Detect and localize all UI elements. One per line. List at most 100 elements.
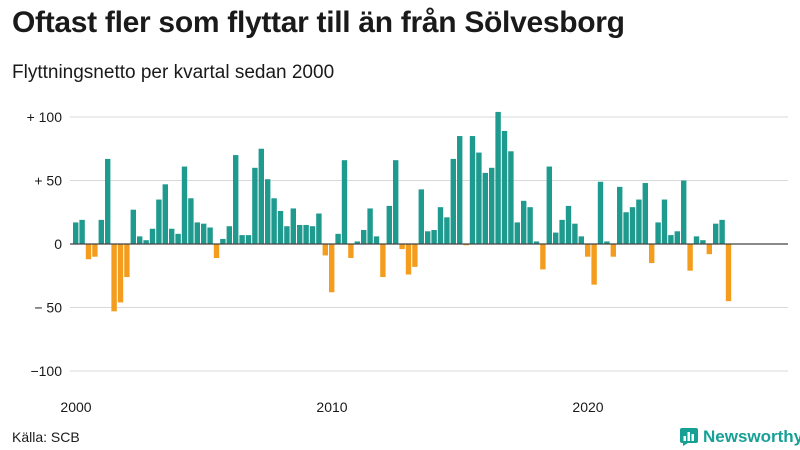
- bar: [316, 213, 322, 244]
- bar: [425, 231, 431, 244]
- bar: [457, 136, 463, 244]
- bar: [367, 208, 373, 244]
- bar: [226, 226, 232, 244]
- brand-name: Newsworthy: [703, 427, 800, 446]
- bar: [610, 244, 616, 257]
- bar: [476, 152, 482, 244]
- bar: [642, 183, 648, 244]
- bar: [181, 166, 188, 244]
- bar: [220, 238, 226, 244]
- bar: [693, 236, 700, 244]
- bar: [617, 186, 623, 244]
- bar: [124, 244, 130, 278]
- bar: [546, 166, 552, 244]
- bar: [636, 199, 642, 244]
- bar: [290, 208, 296, 244]
- bar: [565, 205, 572, 244]
- bar: [469, 136, 476, 244]
- bar: [85, 244, 92, 260]
- bar: [591, 244, 597, 285]
- bar: [489, 167, 495, 244]
- x-tick-label: 2000: [60, 399, 91, 415]
- bar: [348, 244, 354, 258]
- bar: [527, 207, 533, 244]
- bar: [521, 200, 527, 244]
- bar: [585, 244, 591, 257]
- bar: [725, 244, 732, 302]
- bar: [393, 160, 399, 244]
- x-tick-label: 2010: [316, 399, 347, 415]
- bar: [169, 228, 175, 244]
- newsworthy-logo: Newsworthy: [680, 427, 800, 447]
- bar: [578, 236, 584, 244]
- bar: [482, 172, 488, 244]
- bar: [508, 151, 514, 244]
- bar: [258, 148, 264, 244]
- bar: [117, 244, 124, 303]
- bar: [233, 155, 239, 244]
- bar: [623, 212, 629, 244]
- x-tick-label: 2020: [572, 399, 603, 415]
- bar: [700, 240, 706, 244]
- bar: [373, 236, 380, 244]
- bar: [713, 223, 719, 244]
- bar: [668, 235, 674, 244]
- bar: [706, 244, 712, 255]
- bar: [604, 241, 610, 244]
- bar: [162, 184, 168, 244]
- bar: [73, 222, 79, 244]
- bar: [213, 244, 220, 258]
- bar: [572, 223, 578, 244]
- chart-subtitle: Flyttningsnetto per kvartal sedan 2000: [12, 62, 335, 83]
- bar: [450, 158, 456, 244]
- source-note: Källa: SCB: [12, 429, 80, 445]
- bar: [501, 130, 508, 244]
- axis-labels: + 100 + 50 0 − 50 −100 2000 2010 2020: [27, 109, 604, 415]
- bar: [674, 231, 680, 244]
- bar: [188, 198, 194, 244]
- bar: [444, 217, 450, 244]
- bars: [73, 111, 732, 312]
- bar: [130, 209, 136, 244]
- bar: [271, 198, 277, 244]
- bar: [649, 244, 655, 264]
- bar: [341, 160, 348, 244]
- bar: [399, 244, 405, 250]
- y-tick-label: + 50: [34, 173, 62, 189]
- y-tick-label: − 50: [34, 300, 62, 316]
- bar: [553, 232, 559, 244]
- bar: [661, 199, 668, 244]
- bar: [687, 244, 693, 271]
- bar: [361, 230, 367, 244]
- bar: [265, 179, 271, 244]
- bar: [380, 244, 386, 278]
- bar: [194, 222, 200, 244]
- bar: [149, 228, 156, 244]
- bar: [655, 222, 661, 244]
- y-tick-label: 0: [54, 236, 62, 252]
- bar: [681, 180, 687, 244]
- bar: [463, 244, 469, 246]
- bar: [629, 207, 636, 244]
- bar: [252, 167, 258, 244]
- bar: [105, 158, 111, 244]
- bar: [79, 219, 85, 244]
- bar: [98, 219, 104, 244]
- bar: [559, 219, 565, 244]
- bar: [207, 227, 213, 244]
- bar: [431, 230, 437, 244]
- bar: [412, 244, 418, 267]
- bar: [245, 235, 252, 244]
- bar: [533, 241, 540, 244]
- bar: [405, 244, 412, 275]
- bar: [277, 210, 284, 244]
- bar: [418, 189, 424, 244]
- bar: [175, 233, 181, 244]
- bar: [437, 207, 444, 244]
- bar: [719, 219, 725, 244]
- grid-lines: [70, 116, 788, 372]
- bar: [329, 244, 335, 293]
- bar: [322, 244, 328, 256]
- bar: [156, 199, 162, 244]
- bar: [514, 222, 520, 244]
